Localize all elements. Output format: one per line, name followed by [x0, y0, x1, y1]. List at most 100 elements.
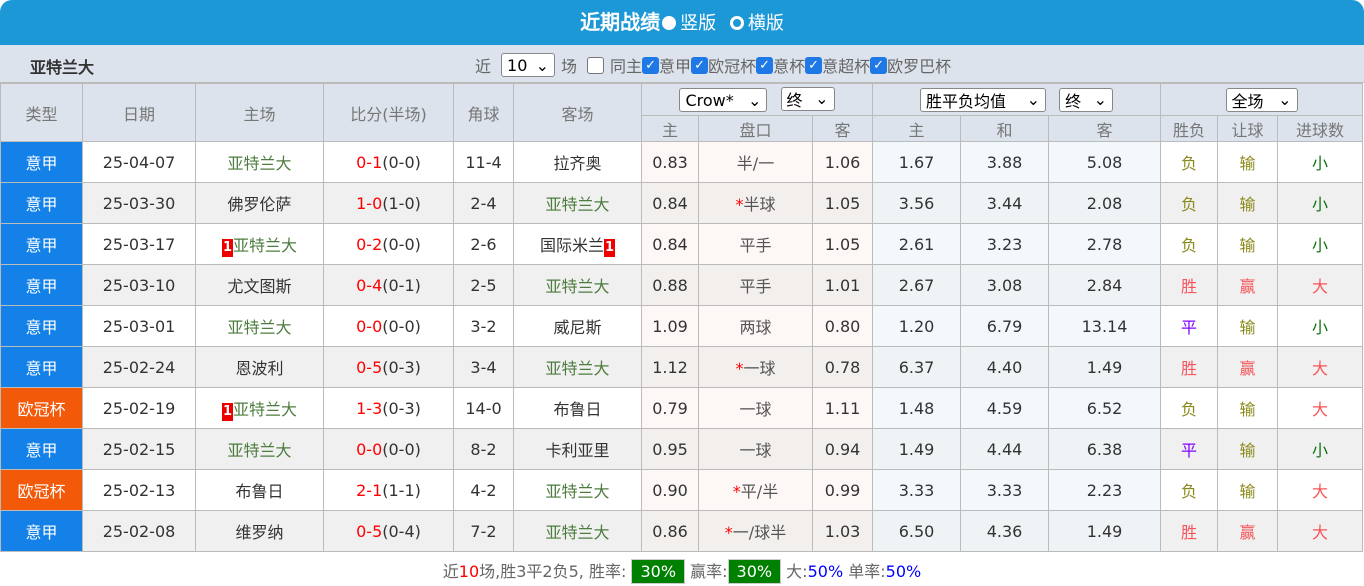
home-team-name[interactable]: 布鲁日: [235, 482, 284, 501]
away-team[interactable]: 卡利亚里: [513, 428, 642, 470]
corners: 8-2: [453, 428, 514, 470]
score[interactable]: 0-5(0-3): [323, 346, 454, 388]
score[interactable]: 0-1(0-0): [323, 141, 454, 183]
table-row[interactable]: 欧冠杯 25-02-19 1亚特兰大 1-3(0-3) 14-0 布鲁日 0.7…: [0, 387, 1364, 429]
away-team[interactable]: 亚特兰大: [513, 469, 642, 511]
table-row[interactable]: 欧冠杯 25-02-13 布鲁日 2-1(1-1) 4-2 亚特兰大 0.90 …: [0, 469, 1364, 511]
match-type[interactable]: 意甲: [0, 305, 83, 347]
score[interactable]: 0-0(0-0): [323, 428, 454, 470]
ah-home-odds: 0.83: [641, 141, 699, 183]
away-team-name[interactable]: 布鲁日: [553, 400, 602, 419]
match-type[interactable]: 意甲: [0, 182, 83, 224]
table-row[interactable]: 意甲 25-03-17 1亚特兰大 0-2(0-0) 2-6 国际米兰1 0.8…: [0, 223, 1364, 265]
away-team[interactable]: 威尼斯: [513, 305, 642, 347]
away-team-name[interactable]: 亚特兰大: [545, 359, 610, 378]
home-team-name[interactable]: 尤文图斯: [227, 277, 292, 296]
radio-horizontal-label[interactable]: 横版: [747, 13, 784, 34]
home-team[interactable]: 亚特兰大: [195, 141, 324, 183]
match-type[interactable]: 意甲: [0, 428, 83, 470]
league-checkbox[interactable]: ✓: [691, 56, 709, 74]
radio-vertical[interactable]: [662, 16, 677, 30]
home-team-name[interactable]: 恩波利: [235, 359, 284, 378]
away-team[interactable]: 国际米兰1: [513, 223, 642, 265]
away-team-name[interactable]: 国际米兰: [539, 235, 604, 255]
same-host-checkbox[interactable]: [587, 56, 605, 74]
ah-time-select[interactable]: 终 ⌄: [780, 86, 835, 111]
home-team-name[interactable]: 亚特兰大: [227, 154, 292, 173]
match-count-select[interactable]: 10 ⌄: [501, 53, 556, 77]
match-type[interactable]: 欧冠杯: [0, 469, 83, 511]
chevron-down-icon: ⌄: [1093, 90, 1108, 109]
score[interactable]: 2-1(1-1): [323, 469, 454, 511]
score[interactable]: 1-3(0-3): [323, 387, 454, 429]
match-type[interactable]: 意甲: [0, 510, 83, 552]
match-type[interactable]: 欧冠杯: [0, 387, 83, 429]
home-team[interactable]: 佛罗伦萨: [195, 182, 324, 224]
home-team-name[interactable]: 亚特兰大: [233, 399, 298, 419]
ah-home-odds: 1.12: [641, 346, 699, 388]
period-select[interactable]: 全场 ⌄: [1225, 87, 1298, 112]
table-row[interactable]: 意甲 25-02-24 恩波利 0-5(0-3) 3-4 亚特兰大 1.12 *…: [0, 346, 1364, 388]
match-type[interactable]: 意甲: [0, 346, 83, 388]
check-icon: ✓: [759, 57, 771, 73]
away-team-name[interactable]: 亚特兰大: [545, 195, 610, 214]
home-team[interactable]: 尤文图斯: [195, 264, 324, 306]
ah-line-value: 半球: [743, 195, 776, 214]
away-team-name[interactable]: 亚特兰大: [545, 523, 610, 542]
away-team-name[interactable]: 拉齐奥: [553, 154, 602, 173]
corners: 3-2: [453, 305, 514, 347]
home-team-name[interactable]: 维罗纳: [235, 523, 284, 542]
eu-type-select[interactable]: 胜平负均值 ⌄: [919, 87, 1046, 112]
league-checkbox[interactable]: ✓: [805, 56, 823, 74]
radio-horizontal[interactable]: [729, 16, 744, 30]
away-team[interactable]: 亚特兰大: [513, 182, 642, 224]
ah-company-select[interactable]: Crow* ⌄: [679, 88, 768, 113]
league-checkbox[interactable]: ✓: [756, 56, 774, 74]
away-team[interactable]: 亚特兰大: [513, 264, 642, 306]
ah-line-value: 平手: [739, 236, 772, 255]
away-team-name[interactable]: 卡利亚里: [545, 441, 610, 460]
away-team-name[interactable]: 亚特兰大: [545, 277, 610, 296]
away-team[interactable]: 拉齐奥: [513, 141, 642, 183]
score[interactable]: 0-2(0-0): [323, 223, 454, 265]
league-checkbox[interactable]: ✓: [642, 56, 660, 74]
score[interactable]: 0-0(0-0): [323, 305, 454, 347]
match-type[interactable]: 意甲: [0, 141, 83, 183]
away-team[interactable]: 布鲁日: [513, 387, 642, 429]
table-row[interactable]: 意甲 25-02-08 维罗纳 0-5(0-4) 7-2 亚特兰大 0.86 *…: [0, 510, 1364, 552]
half-time-score: (0-0): [382, 439, 421, 459]
home-team[interactable]: 布鲁日: [195, 469, 324, 511]
score[interactable]: 0-5(0-4): [323, 510, 454, 552]
score[interactable]: 1-0(1-0): [323, 182, 454, 224]
home-team[interactable]: 维罗纳: [195, 510, 324, 552]
radio-vertical-label[interactable]: 竖版: [680, 13, 717, 34]
home-team[interactable]: 恩波利: [195, 346, 324, 388]
match-type[interactable]: 意甲: [0, 264, 83, 306]
home-team-name[interactable]: 亚特兰大: [233, 235, 298, 255]
table-row[interactable]: 意甲 25-02-15 亚特兰大 0-0(0-0) 8-2 卡利亚里 0.95 …: [0, 428, 1364, 470]
result: 负: [1160, 223, 1219, 265]
home-team[interactable]: 亚特兰大: [195, 428, 324, 470]
col-goals: 进球数: [1277, 115, 1364, 142]
home-team[interactable]: 亚特兰大: [195, 305, 324, 347]
match-type[interactable]: 意甲: [0, 223, 83, 265]
home-team[interactable]: 1亚特兰大: [195, 387, 324, 429]
score[interactable]: 0-4(0-1): [323, 264, 454, 306]
eu-draw-odds: 3.08: [960, 264, 1049, 306]
away-team-name[interactable]: 亚特兰大: [545, 482, 610, 501]
away-team[interactable]: 亚特兰大: [513, 510, 642, 552]
away-team[interactable]: 亚特兰大: [513, 346, 642, 388]
table-row[interactable]: 意甲 25-03-30 佛罗伦萨 1-0(1-0) 2-4 亚特兰大 0.84 …: [0, 182, 1364, 224]
eu-time-select[interactable]: 终 ⌄: [1059, 87, 1114, 112]
home-team-name[interactable]: 亚特兰大: [227, 441, 292, 460]
league-checkbox[interactable]: ✓: [870, 56, 888, 74]
home-team-name[interactable]: 亚特兰大: [227, 318, 292, 337]
ah-away-odds: 0.80: [812, 305, 873, 347]
table-row[interactable]: 意甲 25-03-10 尤文图斯 0-4(0-1) 2-5 亚特兰大 0.88 …: [0, 264, 1364, 306]
home-team-name[interactable]: 佛罗伦萨: [227, 195, 292, 214]
away-team-name[interactable]: 威尼斯: [553, 318, 602, 337]
table-row[interactable]: 意甲 25-03-01 亚特兰大 0-0(0-0) 3-2 威尼斯 1.09 两…: [0, 305, 1364, 347]
match-count-value: 10: [507, 55, 528, 75]
home-team[interactable]: 1亚特兰大: [195, 223, 324, 265]
table-row[interactable]: 意甲 25-04-07 亚特兰大 0-1(0-0) 11-4 拉齐奥 0.83 …: [0, 141, 1364, 183]
